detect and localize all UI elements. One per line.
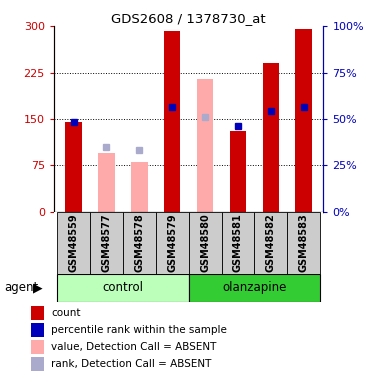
Bar bbox=[31, 340, 44, 354]
Bar bbox=[254, 212, 287, 274]
Text: control: control bbox=[102, 281, 144, 294]
Title: GDS2608 / 1378730_at: GDS2608 / 1378730_at bbox=[111, 12, 266, 25]
Bar bbox=[287, 212, 320, 274]
Text: rank, Detection Call = ABSENT: rank, Detection Call = ABSENT bbox=[51, 359, 211, 369]
Bar bbox=[295, 29, 312, 212]
Text: GSM48580: GSM48580 bbox=[200, 214, 210, 273]
Bar bbox=[197, 79, 213, 212]
Bar bbox=[123, 212, 156, 274]
Text: agent: agent bbox=[4, 282, 38, 294]
Text: count: count bbox=[51, 308, 80, 318]
Bar bbox=[189, 274, 320, 302]
Bar bbox=[221, 212, 254, 274]
Text: olanzapine: olanzapine bbox=[222, 281, 286, 294]
Bar bbox=[189, 212, 221, 274]
Text: percentile rank within the sample: percentile rank within the sample bbox=[51, 325, 227, 335]
Text: GSM48581: GSM48581 bbox=[233, 214, 243, 273]
Text: value, Detection Call = ABSENT: value, Detection Call = ABSENT bbox=[51, 342, 216, 352]
Text: GSM48577: GSM48577 bbox=[102, 214, 112, 272]
Text: ▶: ▶ bbox=[33, 282, 42, 294]
Text: GSM48582: GSM48582 bbox=[266, 214, 276, 273]
Bar bbox=[65, 122, 82, 212]
Text: GSM48578: GSM48578 bbox=[134, 214, 144, 273]
Bar bbox=[57, 274, 189, 302]
Text: GSM48583: GSM48583 bbox=[299, 214, 309, 273]
Bar bbox=[263, 63, 279, 212]
Bar bbox=[57, 212, 90, 274]
Text: GSM48559: GSM48559 bbox=[69, 214, 79, 272]
Bar bbox=[98, 153, 115, 212]
Bar bbox=[156, 212, 189, 274]
Bar bbox=[90, 212, 123, 274]
Bar bbox=[164, 31, 181, 212]
Bar bbox=[31, 306, 44, 320]
Bar bbox=[230, 132, 246, 212]
Bar bbox=[31, 357, 44, 371]
Text: GSM48579: GSM48579 bbox=[167, 214, 177, 272]
Bar bbox=[31, 323, 44, 337]
Bar bbox=[131, 162, 147, 212]
